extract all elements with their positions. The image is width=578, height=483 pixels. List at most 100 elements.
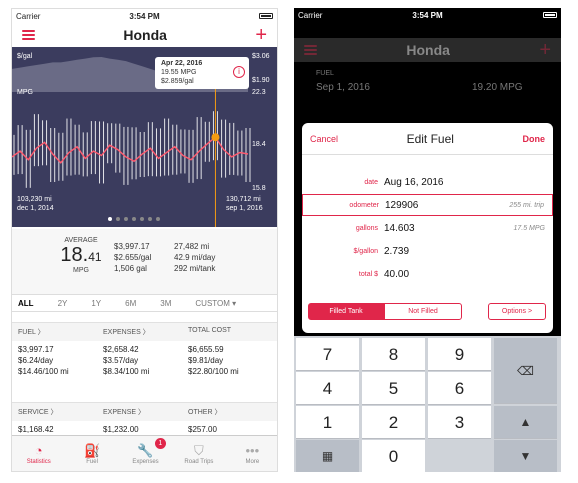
empty-key <box>428 440 491 472</box>
options-button[interactable]: Options > <box>488 303 546 320</box>
field-value[interactable]: 129906 <box>385 199 419 211</box>
average-block: AVERAGE 18.41 MPG <box>56 237 106 274</box>
total-cost-header: TOTAL COST <box>188 327 232 334</box>
modal-title: Edit Fuel <box>406 131 454 146</box>
battery-icon <box>259 13 273 19</box>
page-title: Honda <box>406 42 450 58</box>
tab-label: Road Trips <box>184 458 214 465</box>
tab-label: Fuel <box>86 458 98 465</box>
add-icon[interactable]: + <box>255 24 267 46</box>
page-dots[interactable] <box>108 217 160 221</box>
range-custom[interactable]: CUSTOM ▾ <box>195 299 237 308</box>
other-link[interactable]: OTHER 〉 <box>188 409 222 416</box>
dimmed-background: Carrier 3:54 PM Honda + FUEL Sep 1, 2016… <box>294 8 561 472</box>
status-bar: Carrier 3:54 PM <box>294 8 561 22</box>
date-field[interactable]: date Aug 16, 2016 <box>302 171 553 193</box>
key-9[interactable]: 9 <box>428 338 491 371</box>
expenses-badge: 1 <box>154 438 166 449</box>
not-filled-segment[interactable]: Not Filled <box>384 303 462 320</box>
cell: $6.24/day <box>18 356 54 365</box>
tick-label: $1.90 <box>252 77 270 84</box>
info-icon[interactable]: i <box>233 66 245 78</box>
key-3[interactable]: 3 <box>428 406 491 439</box>
mpg-line <box>12 136 249 164</box>
tab-statistics[interactable]: ◔ Statistics <box>12 436 65 471</box>
chevron-down-icon[interactable]: ▼ <box>494 440 557 472</box>
route-icon: ⛉ <box>194 442 204 458</box>
fuel-link[interactable]: FUEL 〉 <box>18 329 45 336</box>
tab-label: More <box>245 458 260 465</box>
menu-icon <box>304 45 317 55</box>
gallons-field[interactable]: gallons 14.603 17.5 MPG <box>302 217 553 239</box>
expenses-link[interactable]: EXPENSES 〉 <box>103 329 150 336</box>
tab-fuel[interactable]: ⛽ Fuel <box>65 436 118 471</box>
total-field[interactable]: total $ 40.00 <box>302 263 553 285</box>
key-0[interactable]: 0 <box>362 440 425 472</box>
key-8[interactable]: 8 <box>362 338 425 371</box>
gauge-icon: ◔ <box>34 442 43 458</box>
done-button[interactable]: Done <box>522 133 546 144</box>
more-icon: ••• <box>245 442 260 458</box>
tab-bar: ◔ Statistics ⛽ Fuel 🔧 1 Expenses ⛉ Road … <box>12 435 277 471</box>
table-row: $1,168.42 $1,232.00 $257.00 <box>12 421 277 438</box>
grid-header: SERVICE 〉 EXPENSE 〉 OTHER 〉 <box>12 402 277 421</box>
grid-body: $3,997.17 $2,658.42 $6,655.59 $6.24/day … <box>12 341 277 380</box>
field-hint: 255 mi. trip <box>509 201 544 209</box>
field-label: total $ <box>358 270 378 278</box>
end-date: sep 1, 2016 <box>226 205 263 212</box>
add-icon: + <box>539 39 551 61</box>
summary-panel: AVERAGE 18.41 MPG $3,997.17 $2.655/gal 1… <box>12 229 277 295</box>
summary-col-2: 27,482 mi 42.9 mi/day 292 mi/tank <box>174 241 215 274</box>
odometer-field[interactable]: odometer 129906 255 mi. trip <box>302 194 553 216</box>
menu-icon[interactable] <box>22 30 35 40</box>
filled-tank-segment[interactable]: Filled Tank <box>308 303 384 320</box>
tab-more[interactable]: ••• More <box>226 436 277 471</box>
backspace-icon[interactable]: ⌫ <box>494 338 557 404</box>
range-6m[interactable]: 6M <box>125 299 137 308</box>
summary-col-1: $3,997.17 $2.655/gal 1,506 gal <box>114 241 151 274</box>
key-7[interactable]: 7 <box>296 338 359 371</box>
cell: $14.46/100 mi <box>18 367 69 376</box>
summary-value: 1,506 gal <box>114 264 147 273</box>
chart-tooltip: Apr 22, 2016 19.55 MPG $2.859/gal i <box>155 57 249 89</box>
start-odometer: 103,230 mi <box>17 196 52 203</box>
field-value[interactable]: 14.603 <box>384 222 415 234</box>
summary-value: $3,997.17 <box>114 242 150 251</box>
summary-value: 292 mi/tank <box>174 264 216 273</box>
range-selector: ALL 2Y 1Y 6M 3M CUSTOM ▾ <box>12 296 277 312</box>
cell: $6,655.59 <box>188 345 224 354</box>
table-row: $3,997.17 $2,658.42 $6,655.59 <box>18 344 273 355</box>
key-6[interactable]: 6 <box>428 372 491 405</box>
field-label: odometer <box>349 201 379 209</box>
average-label: AVERAGE <box>64 237 98 244</box>
range-2y[interactable]: 2Y <box>57 299 68 308</box>
modal-header: Cancel Edit Fuel Done <box>302 123 553 155</box>
average-value: 18.41 <box>60 244 102 266</box>
tab-road-trips[interactable]: ⛉ Road Trips <box>172 436 225 471</box>
field-value[interactable]: Aug 16, 2016 <box>384 176 444 188</box>
key-2[interactable]: 2 <box>362 406 425 439</box>
stats-chart[interactable]: $/gal MPG $3.06 $1.90 22.3 18.4 15.8 103… <box>12 47 277 227</box>
chevron-up-icon[interactable]: ▲ <box>494 406 557 439</box>
wrench-icon: 🔧 <box>137 442 154 458</box>
service-link[interactable]: SERVICE 〉 <box>18 409 58 416</box>
expense-link[interactable]: EXPENSE 〉 <box>103 409 146 416</box>
cell: $22.80/100 mi <box>188 367 239 376</box>
field-value[interactable]: 40.00 <box>384 268 410 280</box>
calculator-icon[interactable]: ▦ <box>296 440 359 472</box>
cancel-button[interactable]: Cancel <box>310 133 339 144</box>
key-4[interactable]: 4 <box>296 372 359 405</box>
fill-segmented-control: Filled Tank Not Filled <box>308 303 462 320</box>
key-5[interactable]: 5 <box>362 372 425 405</box>
breakdown-grid: SERVICE 〉 EXPENSE 〉 OTHER 〉 $1,168.42 $1… <box>12 402 277 438</box>
table-row: $14.46/100 mi $8.34/100 mi $22.80/100 mi <box>18 366 273 377</box>
range-3m[interactable]: 3M <box>160 299 172 308</box>
price-per-gallon-field[interactable]: $/gallon 2.739 <box>302 240 553 262</box>
tab-expenses[interactable]: 🔧 1 Expenses <box>119 436 172 471</box>
table-row: $6.24/day $3.57/day $9.81/day <box>18 355 273 366</box>
range-1y[interactable]: 1Y <box>91 299 102 308</box>
tooltip-mpg: 19.55 MPG <box>161 69 197 76</box>
field-value[interactable]: 2.739 <box>384 245 410 257</box>
key-1[interactable]: 1 <box>296 406 359 439</box>
range-all[interactable]: ALL <box>18 299 34 308</box>
